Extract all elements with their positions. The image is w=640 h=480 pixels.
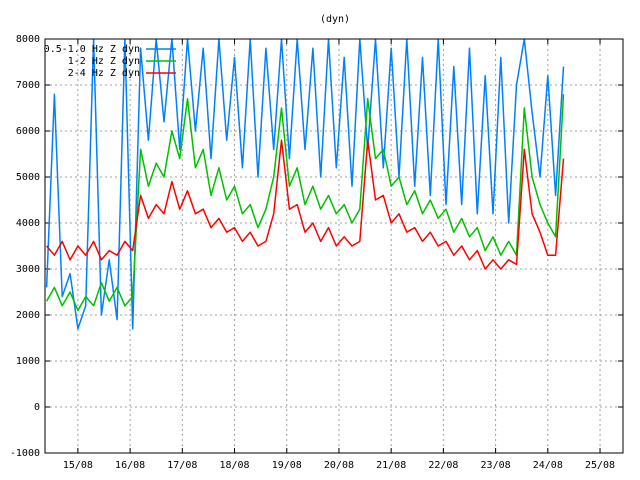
y-tick-label: 6000 (16, 126, 40, 137)
series-line (46, 139, 565, 270)
x-tick-label: 15/08 (63, 460, 93, 471)
series-line (45, 39, 565, 330)
y-tick-label: 0 (34, 402, 40, 413)
chart-title: (dyn) (320, 14, 350, 25)
x-tick-label: 19/08 (272, 460, 302, 471)
x-tick-label: 18/08 (219, 460, 249, 471)
x-tick-label: 22/08 (428, 460, 458, 471)
y-tick-label: -1000 (10, 448, 40, 459)
x-tick-label: 16/08 (115, 460, 145, 471)
y-tick-label: 5000 (16, 172, 40, 183)
x-tick-label: 20/08 (324, 460, 354, 471)
x-tick-label: 25/08 (585, 460, 615, 471)
x-tick-label: 21/08 (376, 460, 406, 471)
y-tick-label: 2000 (16, 310, 40, 321)
legend-label: 2-4 Hz Z dyn (68, 68, 140, 79)
series-line (45, 94, 565, 312)
x-tick-label: 17/08 (167, 460, 197, 471)
legend-label: 0.5-1.0 Hz Z dyn (44, 44, 140, 55)
x-tick-label: 24/08 (533, 460, 563, 471)
legend-label: 1-2 Hz Z dyn (68, 56, 140, 67)
y-tick-label: 1000 (16, 356, 40, 367)
y-tick-label: 3000 (16, 264, 40, 275)
x-tick-label: 23/08 (481, 460, 511, 471)
y-tick-label: 7000 (16, 80, 40, 91)
y-tick-label: 4000 (16, 218, 40, 229)
y-tick-label: 8000 (16, 34, 40, 45)
plot-frame (44, 38, 624, 454)
